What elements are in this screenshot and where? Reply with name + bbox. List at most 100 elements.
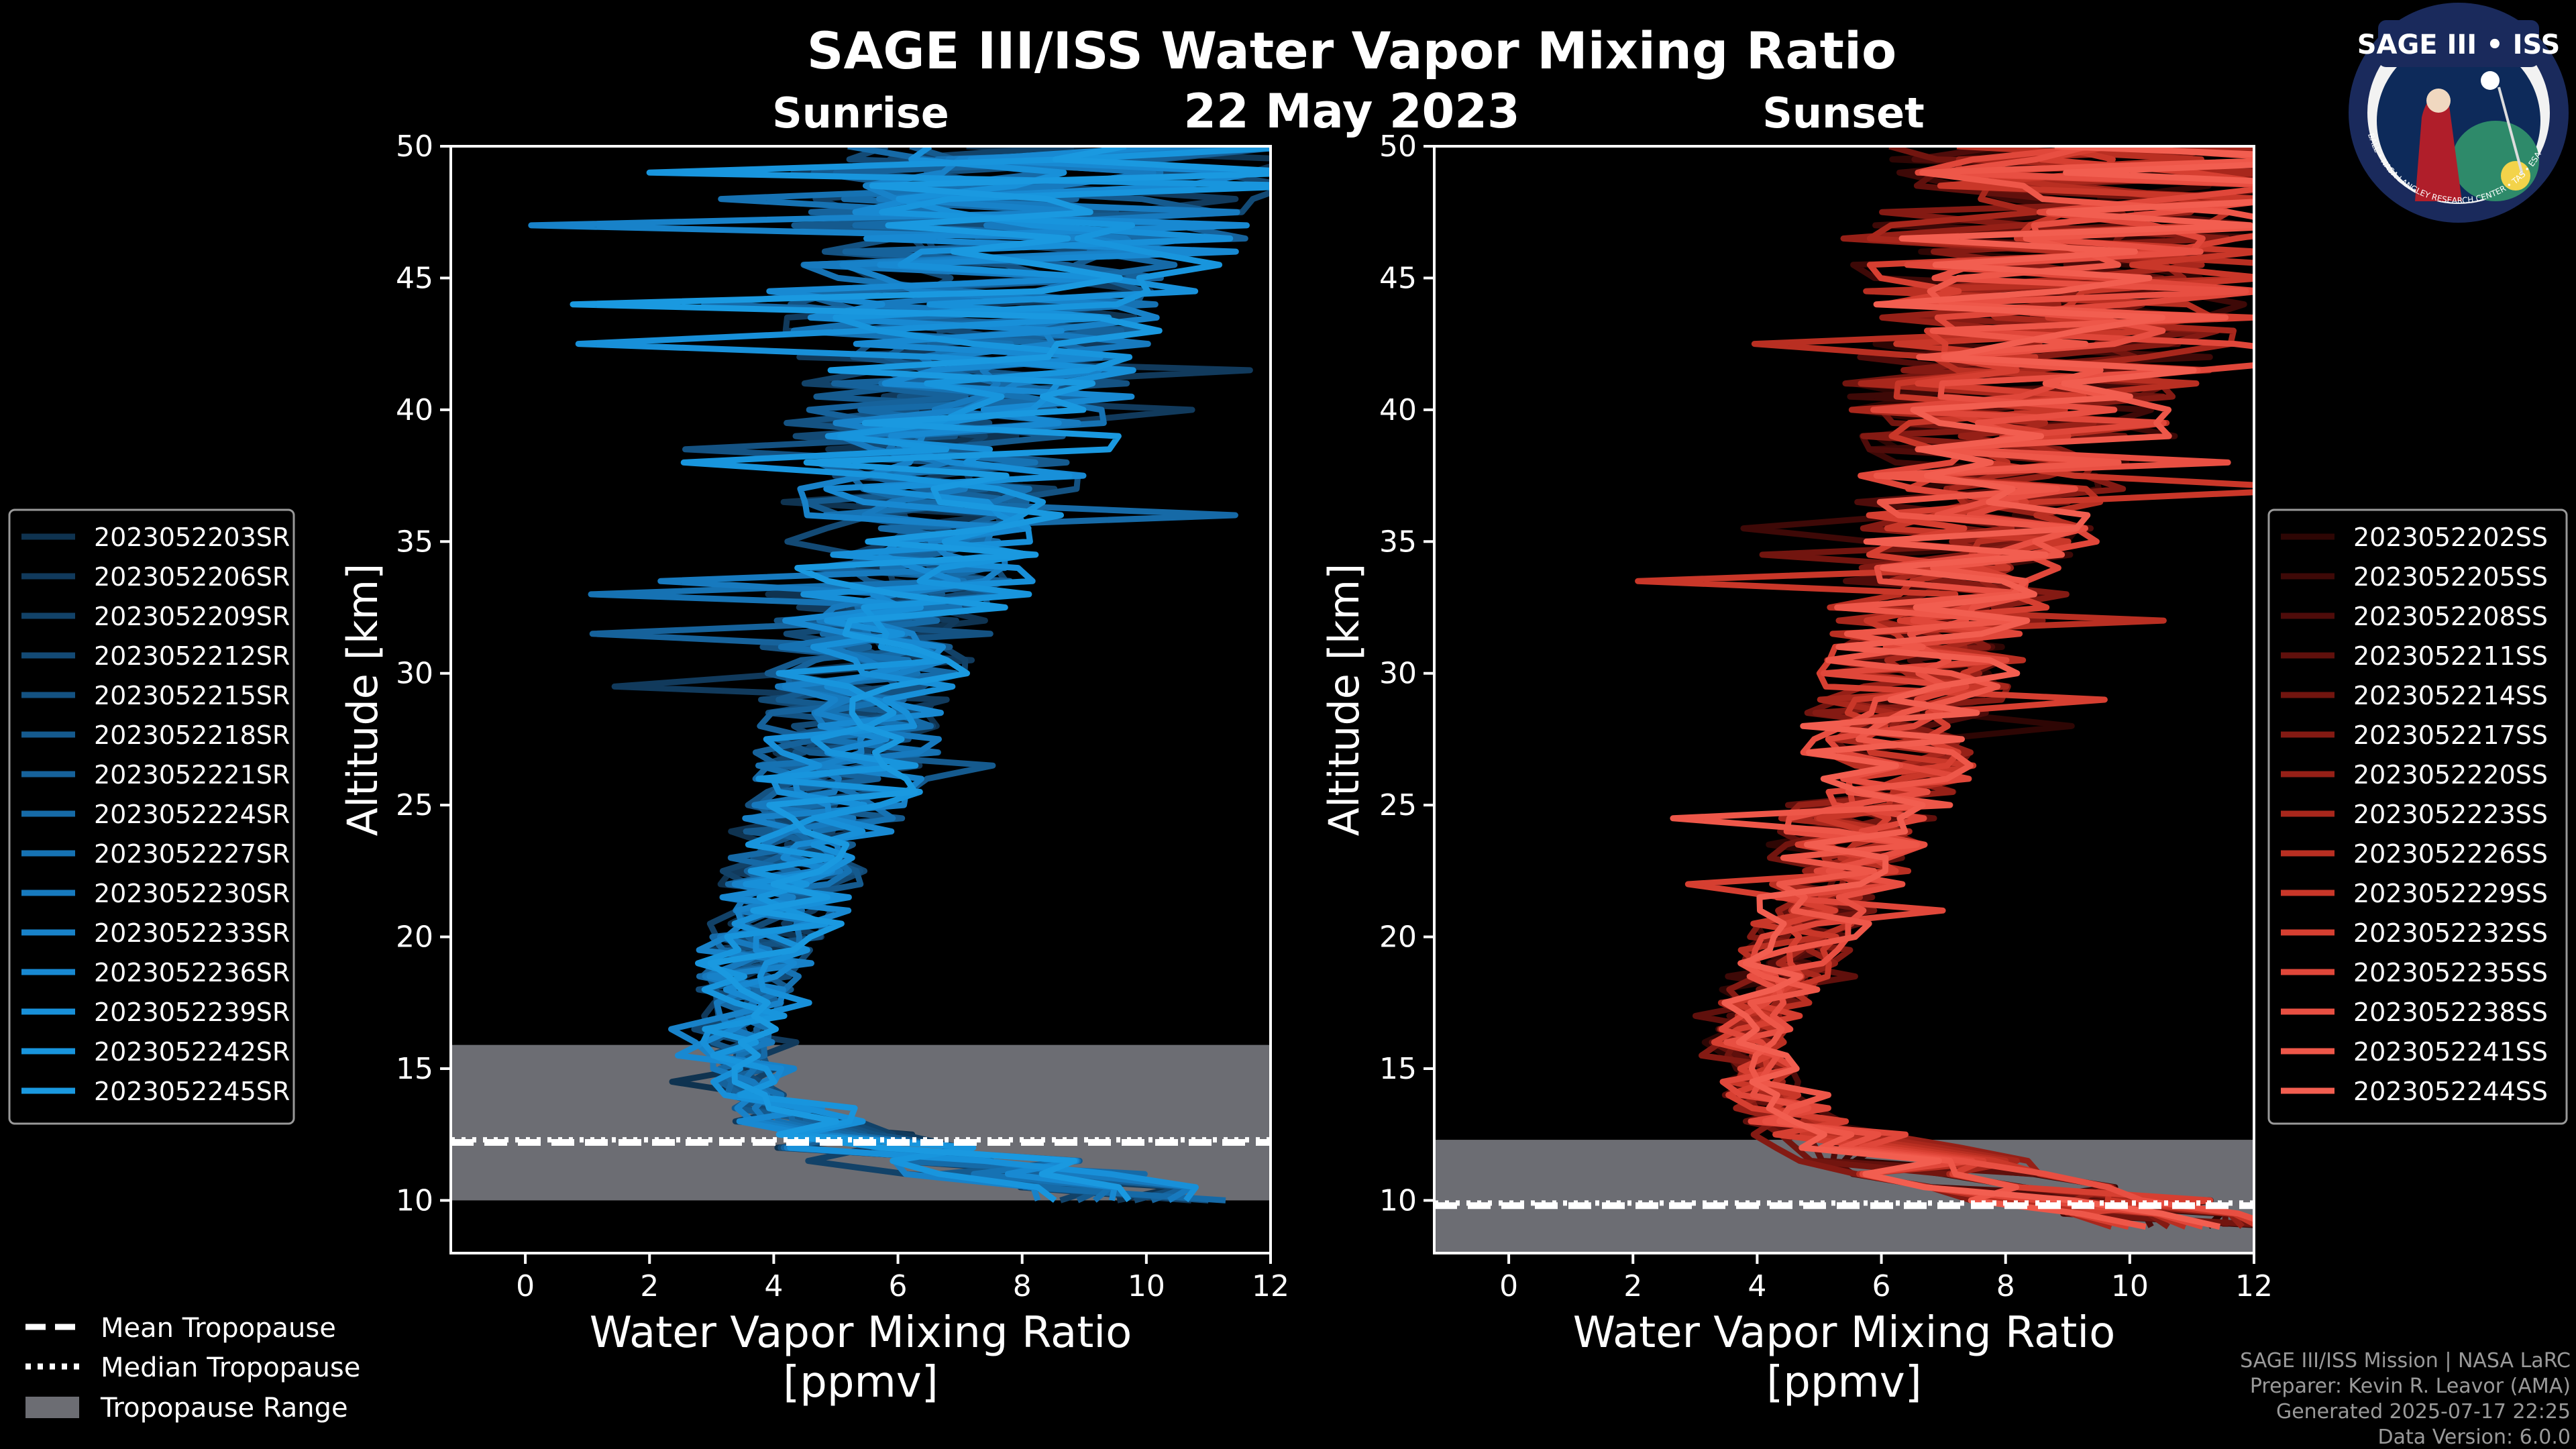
sr-ytick-label: 40	[396, 393, 433, 427]
ss-legend-entry-2023052208SS: 2023052208SS	[2353, 602, 2548, 631]
sr-ytick-label: 30	[396, 657, 433, 691]
sunset-ticks: 0 2 4 6 8 10 12 10 15 20 25 30 35 40 45 50	[1379, 129, 2273, 1303]
footer-generated: Generated 2025-07-17 22:25	[2276, 1400, 2571, 1424]
sr-profile-2023052245SR	[570, 146, 1271, 1203]
sr-legend-entry-2023052218SR: 2023052218SR	[94, 720, 290, 750]
logo-figure-robe-icon	[2415, 96, 2462, 201]
footer-data-version: Data Version: 6.0.0	[2378, 1426, 2571, 1449]
sr-xtick-label: 2	[640, 1269, 659, 1303]
ss-xtick-label: 10	[2111, 1269, 2149, 1303]
ss-xtick-label: 8	[1996, 1269, 2015, 1303]
sunset-plot: 0 2 4 6 8 10 12 10 15 20 25 30 35 40 45 50 Water Vapor …	[1320, 129, 2273, 1407]
sunrise-legend: 2023052203SR 2023052206SR 2023052209SR 2023…	[8, 508, 295, 1125]
sr-legend-entry-2023052206SR: 2023052206SR	[94, 562, 290, 592]
sr-ytick-label: 15	[396, 1052, 433, 1086]
ss-legend-entry-2023052232SS: 2023052232SS	[2353, 918, 2548, 948]
ss-legend-entry-2023052238SS: 2023052238SS	[2353, 998, 2548, 1027]
tropopause-range-swatch	[25, 1397, 79, 1418]
sr-legend-entry-2023052239SR: 2023052239SR	[94, 998, 290, 1027]
sunrise-tropopause-lines	[451, 1137, 1271, 1146]
ss-ytick-label: 40	[1379, 393, 1417, 427]
ss-ytick-label: 35	[1379, 525, 1417, 559]
sr-ytick-label: 25	[396, 788, 433, 822]
logo-text-ring	[2349, 3, 2569, 223]
logo-beam-icon	[2498, 87, 2524, 175]
sr-legend-entry-2023052203SR: 2023052203SR	[94, 523, 290, 552]
ss-xtick-label: 4	[1748, 1269, 1766, 1303]
logo-star-icon	[2481, 71, 2500, 90]
sunset-axes-frame	[1433, 145, 2255, 1254]
ss-legend-entry-2023052205SS: 2023052205SS	[2353, 562, 2548, 592]
sr-ytick-label: 35	[396, 525, 433, 559]
ss-profile-2023052244SS	[1721, 146, 2254, 1230]
sr-legend-entry-2023052209SR: 2023052209SR	[94, 602, 290, 631]
tropopause-legend: Mean Tropopause Median Tropopause Tropop…	[25, 1313, 360, 1424]
sunrise-profiles	[528, 146, 1271, 1203]
mean-tropopause-label: Mean Tropopause	[101, 1313, 336, 1344]
logo-title-text: SAGE III • ISS	[2357, 30, 2561, 60]
ss-legend-entry-2023052211SS: 2023052211SS	[2353, 641, 2548, 671]
sr-legend-entry-2023052230SR: 2023052230SR	[94, 879, 290, 908]
sunset-tropopause-lines	[1434, 1200, 2254, 1210]
sunset-profiles	[1635, 146, 2254, 1230]
ss-ytick-label: 25	[1379, 788, 1417, 822]
ss-ytick-label: 50	[1379, 129, 1417, 164]
ss-legend-entry-2023052235SS: 2023052235SS	[2353, 958, 2548, 987]
sunrise-xlabel-line2: [ppmv]	[783, 1358, 938, 1407]
sr-xtick-label: 10	[1128, 1269, 1165, 1303]
sr-xtick-label: 6	[889, 1269, 908, 1303]
sr-legend-entry-2023052221SR: 2023052221SR	[94, 760, 290, 790]
median-tropopause-label: Median Tropopause	[101, 1352, 360, 1383]
ss-xtick-label: 12	[2235, 1269, 2273, 1303]
sunset-panel-title: Sunset	[1762, 89, 1925, 138]
sage-iii-iss-logo: SAGE III • ISS BALL • NASA LANGLEY RESEA…	[2349, 3, 2569, 223]
ss-legend-entry-2023052202SS: 2023052202SS	[2353, 523, 2548, 552]
sr-ytick-label: 45	[396, 261, 433, 295]
ss-legend-entry-2023052223SS: 2023052223SS	[2353, 800, 2548, 829]
sunrise-axes-frame	[449, 145, 1272, 1254]
ss-ytick-label: 10	[1379, 1183, 1417, 1218]
sr-legend-entry-2023052215SR: 2023052215SR	[94, 681, 290, 710]
ss-ytick-label: 45	[1379, 261, 1417, 295]
ss-xtick-label: 6	[1872, 1269, 1891, 1303]
ss-legend-entry-2023052226SS: 2023052226SS	[2353, 839, 2548, 869]
sr-ytick-label: 50	[396, 129, 433, 164]
sr-xtick-label: 12	[1252, 1269, 1289, 1303]
ss-legend-entry-2023052220SS: 2023052220SS	[2353, 760, 2548, 790]
sunset-ylabel: Altitude [km]	[1320, 564, 1368, 837]
logo-title-banner	[2378, 20, 2539, 67]
sunset-xlabel-line1: Water Vapor Mixing Ratio	[1573, 1308, 2116, 1358]
sr-ytick-label: 20	[396, 920, 433, 955]
sr-xtick-label: 0	[516, 1269, 535, 1303]
sr-ytick-label: 10	[396, 1183, 433, 1218]
sunrise-ticks: 0 2 4 6 8 10 12 10 15 20 25 30 35 40 45 50	[396, 129, 1289, 1303]
logo-sun-icon	[2501, 161, 2530, 191]
ss-legend-frame	[2267, 508, 2568, 1125]
sr-legend-entry-2023052236SR: 2023052236SR	[94, 958, 290, 987]
sunrise-panel-title: Sunrise	[772, 89, 949, 138]
sunrise-xlabel-line1: Water Vapor Mixing Ratio	[590, 1308, 1132, 1358]
sr-legend-frame	[8, 508, 295, 1125]
sr-xtick-label: 8	[1013, 1269, 1032, 1303]
ss-legend-entry-2023052214SS: 2023052214SS	[2353, 681, 2548, 710]
ss-legend-entry-2023052241SS: 2023052241SS	[2353, 1037, 2548, 1067]
figure-title: SAGE III/ISS Water Vapor Mixing Ratio	[807, 21, 1897, 80]
logo-figure-head-icon	[2426, 89, 2451, 113]
sunrise-plot: 0 2 4 6 8 10 12 10 15 20 25 30 35 40 45 50 Water Vapor …	[338, 129, 1289, 1407]
ss-legend-entry-2023052229SS: 2023052229SS	[2353, 879, 2548, 908]
sr-legend-entry-2023052242SR: 2023052242SR	[94, 1037, 290, 1067]
sr-profile-2023052242SR	[646, 146, 1271, 1203]
footer-mission: SAGE III/ISS Mission | NASA LaRC	[2240, 1349, 2571, 1373]
ss-legend-entry-2023052244SS: 2023052244SS	[2353, 1077, 2548, 1106]
ss-ytick-label: 30	[1379, 657, 1417, 691]
ss-xtick-label: 0	[1499, 1269, 1518, 1303]
sr-xtick-label: 4	[764, 1269, 783, 1303]
footer-credits: SAGE III/ISS Mission | NASA LaRC Prepare…	[2240, 1349, 2571, 1449]
sr-legend-entry-2023052233SR: 2023052233SR	[94, 918, 290, 948]
ss-legend-entry-2023052217SS: 2023052217SS	[2353, 720, 2548, 750]
footer-preparer: Preparer: Kevin R. Leavor (AMA)	[2250, 1375, 2571, 1398]
ss-ytick-label: 20	[1379, 920, 1417, 955]
ss-xtick-label: 2	[1623, 1269, 1642, 1303]
sr-legend-entry-2023052227SR: 2023052227SR	[94, 839, 290, 869]
